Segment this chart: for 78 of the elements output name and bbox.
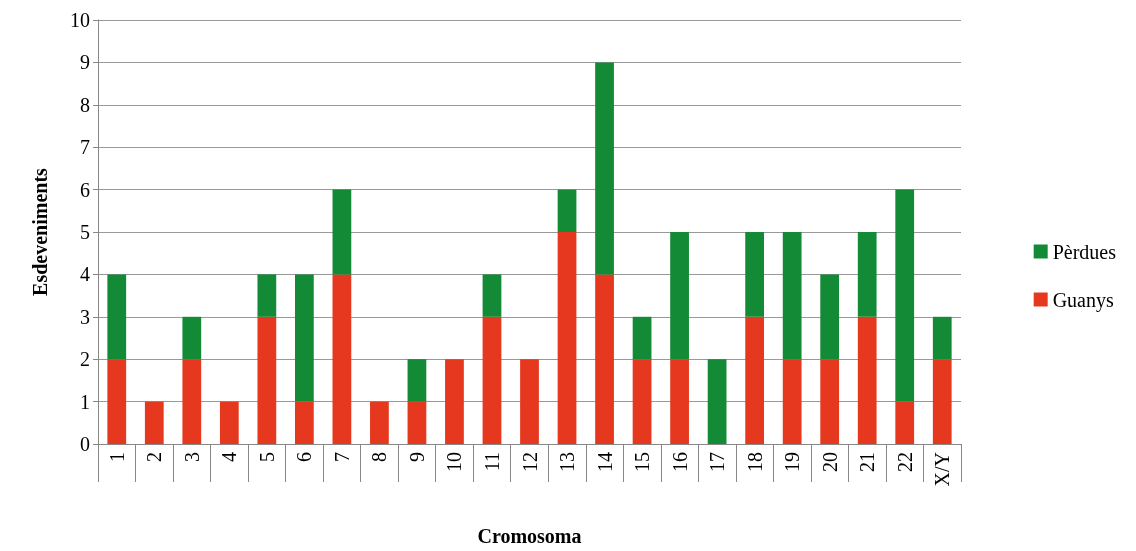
bar <box>895 401 915 444</box>
x-tick-label: 5 <box>255 452 278 462</box>
x-tick-label: 12 <box>518 452 541 472</box>
x-tick-label: 18 <box>743 452 766 472</box>
bar <box>294 274 314 402</box>
y-tick-label: 5 <box>80 221 90 243</box>
bar <box>670 232 689 360</box>
bar <box>557 189 577 232</box>
x-tick-label: 17 <box>706 452 729 472</box>
x-tick-label: 21 <box>856 452 879 472</box>
y-tick-label: 4 <box>80 263 90 286</box>
bar <box>107 359 127 444</box>
bar <box>820 359 840 444</box>
x-tick-label: 6 <box>293 452 316 462</box>
bar <box>219 401 239 444</box>
y-tick-label: 2 <box>80 348 90 371</box>
bar <box>745 232 765 317</box>
x-tick-label: 9 <box>405 452 428 462</box>
y-tick-label: 10 <box>70 9 90 31</box>
x-tick-label: 1 <box>105 452 128 462</box>
bar <box>782 359 802 444</box>
x-tick-label: 20 <box>818 452 841 472</box>
x-tick-label: 22 <box>893 452 916 472</box>
bar <box>445 359 464 444</box>
legend-label: Guanys <box>1052 288 1114 312</box>
x-tick-label: 2 <box>143 452 166 462</box>
y-tick-label: 6 <box>80 178 90 201</box>
x-tick-label: 19 <box>781 452 804 472</box>
y-tick-label: 1 <box>80 390 90 413</box>
y-tick-label: 7 <box>80 136 90 159</box>
bar <box>557 232 577 444</box>
bar <box>107 274 127 360</box>
x-tick-label: 8 <box>368 452 391 462</box>
bar <box>595 274 614 444</box>
bar <box>332 189 352 275</box>
bar <box>407 401 427 444</box>
bar <box>745 316 765 444</box>
bar <box>332 274 352 444</box>
x-tick-label: 16 <box>668 452 691 472</box>
bar <box>707 359 727 444</box>
bar <box>370 401 389 444</box>
bar <box>670 359 689 444</box>
x-tick-label: 15 <box>631 452 654 472</box>
y-tick-label: 8 <box>80 93 90 116</box>
bar <box>482 274 502 317</box>
y-tick-label: 3 <box>80 305 90 328</box>
bar <box>895 189 915 402</box>
bar <box>632 316 652 360</box>
bar <box>257 274 277 317</box>
y-axis-title: Esdeveniments <box>29 167 51 296</box>
x-tick-label: 10 <box>443 452 466 472</box>
x-tick-label: 7 <box>330 452 353 462</box>
y-tick-label: 0 <box>80 433 90 455</box>
bar <box>482 316 502 444</box>
bar <box>144 401 164 444</box>
legend-label: Pèrdues <box>1052 240 1117 263</box>
bar <box>932 316 952 360</box>
bar <box>632 359 652 444</box>
bar <box>932 359 952 444</box>
x-tick-label: 3 <box>180 452 203 462</box>
bar <box>294 401 314 444</box>
x-axis-title: Cromosoma <box>477 525 582 547</box>
bar <box>407 359 427 402</box>
bar <box>182 316 202 360</box>
x-tick-label: X/Y <box>931 452 954 487</box>
bar <box>782 232 802 360</box>
bar <box>520 359 539 444</box>
bar <box>820 274 840 360</box>
x-tick-label: 14 <box>593 452 616 472</box>
x-tick-label: 4 <box>218 452 241 462</box>
bar <box>857 232 877 317</box>
bar <box>857 316 877 444</box>
x-tick-label: 11 <box>480 452 503 472</box>
y-tick-label: 9 <box>80 51 90 74</box>
bar <box>257 316 277 444</box>
bar <box>182 359 202 444</box>
bar <box>595 62 614 275</box>
x-tick-label: 13 <box>556 452 579 472</box>
